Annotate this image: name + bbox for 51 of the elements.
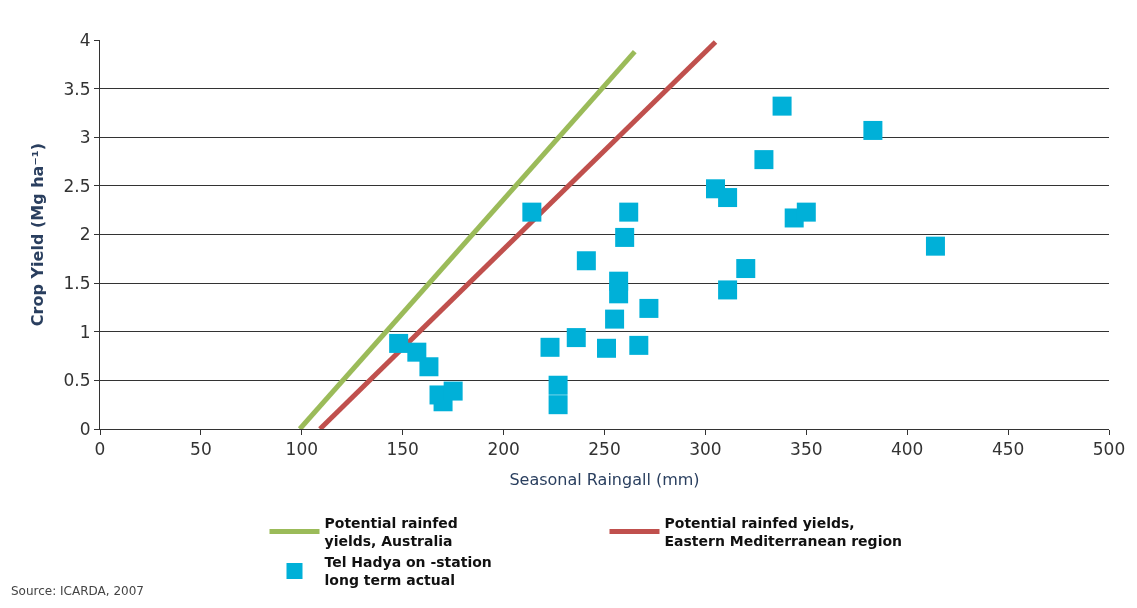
x-tick-label: 0 <box>94 439 106 460</box>
point <box>522 202 542 222</box>
point <box>619 202 639 222</box>
y-tick-label: 1 <box>79 321 91 342</box>
point <box>718 188 738 208</box>
x-tick-label: 100 <box>285 439 319 460</box>
point <box>389 333 409 353</box>
point <box>736 259 756 279</box>
y-tick-label: 0.5 <box>63 370 91 391</box>
point <box>615 227 635 247</box>
point <box>754 150 774 170</box>
point <box>863 120 883 140</box>
point <box>566 328 586 348</box>
point <box>609 284 629 304</box>
y-tick-label: 4 <box>79 29 91 50</box>
point <box>540 337 560 357</box>
y-tick-label: 1.5 <box>63 273 91 294</box>
point <box>772 96 792 116</box>
y-tick-label: 3.5 <box>63 78 91 99</box>
y-tick-label: 0 <box>79 418 91 439</box>
x-tick-label: 250 <box>588 439 621 460</box>
x-tick-label: 400 <box>890 439 924 460</box>
x-tick-label: 350 <box>790 439 823 460</box>
x-tick-label: 200 <box>487 439 520 460</box>
point <box>639 298 659 318</box>
x-tick-label: 300 <box>689 439 722 460</box>
point <box>548 395 568 415</box>
x-tick-label: 450 <box>991 439 1025 460</box>
y-axis-title: Crop Yield (Mg ha⁻¹) <box>28 142 48 327</box>
point <box>548 375 568 395</box>
point <box>443 381 463 401</box>
point <box>605 309 625 329</box>
point <box>407 342 427 362</box>
point <box>629 335 649 355</box>
point <box>718 280 738 300</box>
point <box>925 236 945 256</box>
point <box>576 251 596 271</box>
y-tick-label: 2.5 <box>63 175 91 196</box>
legend-label: Potential rainfed yields, Australia <box>324 514 458 550</box>
point <box>796 202 816 222</box>
legend-label: Potential rainfed yields, Eastern Mediterranean region <box>664 514 903 550</box>
y-tick-label: 3 <box>79 127 91 148</box>
y-tick-label: 2 <box>79 224 91 245</box>
x-tick-label: 50 <box>190 439 212 460</box>
source-note: Source: ICARDA, 2007 <box>11 584 144 598</box>
point <box>597 338 617 358</box>
legend-label: Tel Hadya on -station long term actual <box>324 554 492 589</box>
x-axis-title: Seasonal Raingall (mm) <box>509 470 700 490</box>
x-tick-label: 500 <box>1092 439 1126 460</box>
x-tick-label: 150 <box>386 439 419 460</box>
point <box>419 357 439 377</box>
